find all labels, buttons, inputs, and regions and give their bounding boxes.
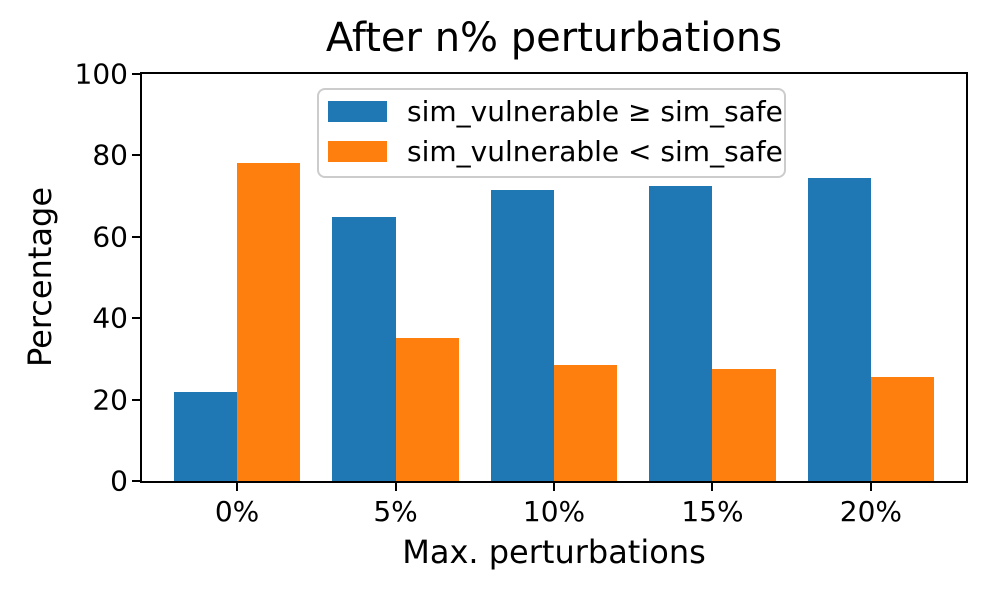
y-tick-mark-40	[132, 317, 140, 320]
bar-0%-series0	[173, 391, 238, 481]
legend-box: sim_vulnerable ≥ sim_safe sim_vulnerable…	[317, 88, 786, 178]
y-tick-label-20: 20	[92, 383, 128, 417]
legend-label: sim_vulnerable < sim_safe	[407, 134, 783, 168]
bar-10%-series0	[490, 189, 554, 481]
bar-15%-series1	[712, 369, 776, 481]
x-tick-label-15%: 15%	[681, 495, 744, 528]
y-tick-mark-80	[132, 154, 140, 157]
chart-title: After n% perturbations	[325, 15, 783, 61]
x-tick-label-10%: 10%	[522, 495, 586, 528]
x-tick-mark-10%	[553, 483, 555, 491]
bar-20%-series1	[870, 377, 935, 481]
bar-20%-series0	[807, 177, 871, 481]
x-tick-label-0%: 0%	[214, 495, 260, 528]
y-tick-label-40: 40	[92, 301, 128, 335]
y-tick-mark-60	[132, 235, 140, 238]
x-axis-label: Max. perturbations	[402, 533, 706, 571]
x-tick-label-20%: 20%	[839, 495, 903, 528]
y-axis-label: Percentage	[21, 186, 59, 368]
x-tick-mark-15%	[711, 483, 714, 491]
legend-label: sim_vulnerable ≥ sim_safe	[407, 94, 783, 128]
y-tick-label-100: 100	[74, 57, 128, 91]
y-tick-mark-100	[132, 73, 140, 75]
bar-5%-series0	[332, 217, 396, 481]
bar-15%-series0	[649, 185, 713, 481]
x-tick-label-5%: 5%	[373, 495, 418, 528]
x-tick-mark-0%	[236, 483, 239, 491]
bar-10%-series1	[554, 365, 618, 481]
bar-5%-series1	[395, 337, 459, 481]
legend-entry-vulnerable-ge-safe: sim_vulnerable ≥ sim_safe	[328, 97, 784, 125]
legend-swatch-orange-icon	[328, 141, 387, 162]
legend-entry-vulnerable-lt-safe: sim_vulnerable < sim_safe	[328, 137, 784, 165]
y-tick-label-0: 0	[110, 464, 128, 498]
y-tick-label-80: 80	[92, 138, 128, 172]
y-tick-mark-20	[132, 398, 140, 401]
legend-swatch-blue-icon	[328, 101, 387, 122]
y-tick-mark-0	[132, 480, 140, 482]
bar-0%-series1	[237, 163, 301, 481]
y-tick-label-60: 60	[92, 220, 128, 254]
x-tick-mark-5%	[394, 483, 397, 491]
x-tick-mark-20%	[869, 483, 872, 491]
